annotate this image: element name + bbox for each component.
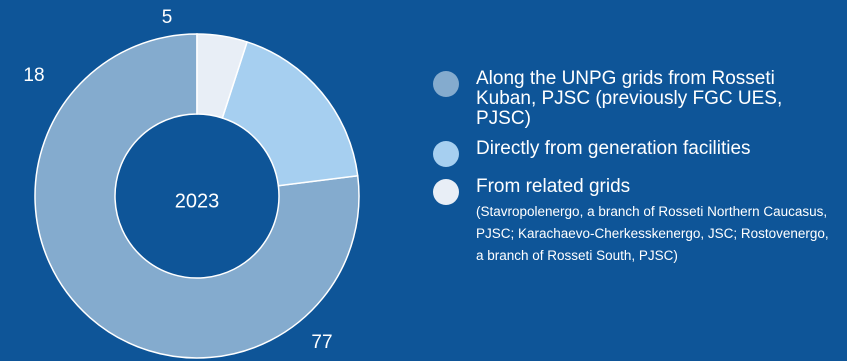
- legend-note-related-grids: (Stavropolenergo, a branch of Rosseti No…: [476, 204, 829, 263]
- data-label-related-grids: 5: [162, 7, 173, 28]
- legend-label-unpg: Along the UNPG grids from Rosseti Kuban,…: [476, 68, 783, 129]
- slice-generation: [221, 40, 359, 187]
- legend-item-related-grids: From related grids (Stavropolenergo, a b…: [433, 177, 833, 267]
- legend-swatch-related-grids: [433, 179, 459, 205]
- legend-item-unpg: Along the UNPG grids from Rosseti Kuban,…: [433, 69, 833, 129]
- slice-related-grids: [196, 33, 249, 119]
- center-label: 2023: [175, 190, 220, 212]
- slice-unpg: [34, 33, 360, 359]
- data-label-unpg: 77: [311, 332, 332, 353]
- data-label-generation: 18: [23, 65, 44, 86]
- legend-label-generation: Directly from generation facilities: [476, 138, 751, 159]
- legend-item-generation: Directly from generation facilities: [433, 139, 833, 167]
- legend-swatch-unpg: [433, 71, 459, 97]
- legend: Along the UNPG grids from Rosseti Kuban,…: [433, 69, 833, 277]
- legend-swatch-generation: [433, 141, 459, 167]
- legend-label-related-grids: From related grids: [476, 176, 631, 197]
